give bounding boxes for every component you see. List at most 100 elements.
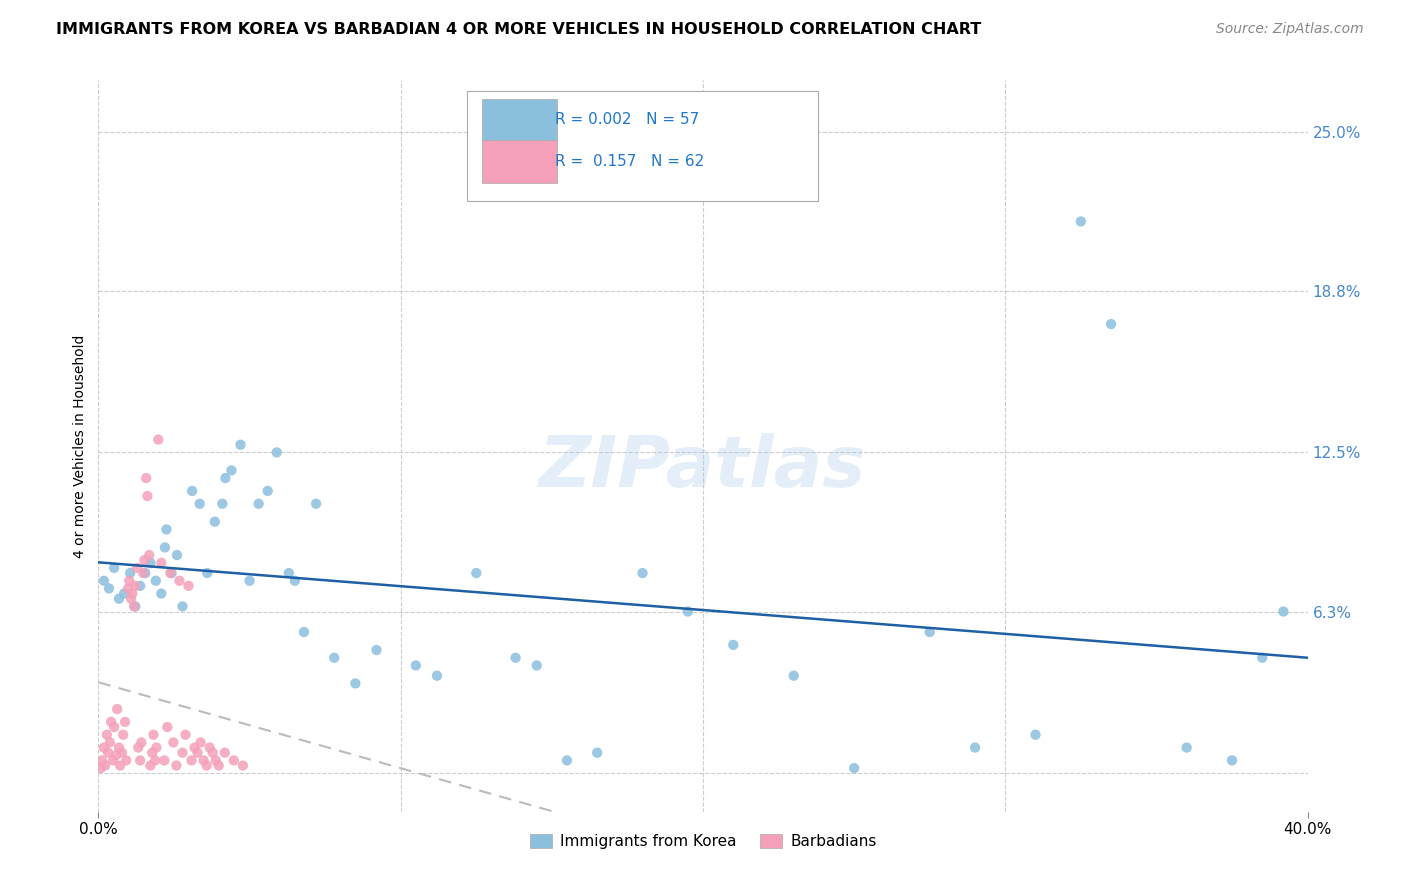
Point (180, 753, 202, 767)
Point (108, 740, 131, 755)
Point (284, 574, 307, 588)
Point (121, 586, 143, 600)
Point (143, 753, 166, 767)
Point (103, 561, 125, 575)
Point (135, 471, 157, 485)
Point (138, 548, 160, 562)
Point (139, 556, 162, 570)
Point (101, 753, 124, 767)
Point (96, 728, 118, 742)
Point (98, 735, 121, 749)
Point (111, 746, 134, 760)
Point (90, 761, 112, 775)
Point (187, 746, 209, 760)
Point (1099, 317, 1122, 331)
Point (127, 561, 149, 575)
Point (965, 740, 987, 755)
Legend: Immigrants from Korea, Barbadians: Immigrants from Korea, Barbadians (523, 828, 883, 855)
Point (148, 433, 170, 447)
Point (172, 599, 194, 614)
Point (160, 566, 183, 580)
Point (127, 740, 149, 755)
Point (134, 553, 156, 567)
Point (918, 625, 941, 640)
FancyBboxPatch shape (482, 140, 557, 183)
Point (100, 714, 122, 729)
Text: IMMIGRANTS FROM KOREA VS BARBADIAN 4 OR MORE VEHICLES IN HOUSEHOLD CORRELATION C: IMMIGRANTS FROM KOREA VS BARBADIAN 4 OR … (56, 22, 981, 37)
Point (195, 758, 218, 772)
Text: Source: ZipAtlas.com: Source: ZipAtlas.com (1216, 22, 1364, 37)
Point (174, 728, 197, 742)
Point (117, 582, 139, 596)
Point (204, 753, 226, 767)
Point (1070, 214, 1092, 228)
FancyBboxPatch shape (467, 91, 818, 201)
Point (155, 523, 177, 537)
Point (97, 746, 120, 760)
Point (1220, 753, 1243, 767)
Point (124, 579, 146, 593)
Point (229, 438, 252, 452)
Point (129, 579, 152, 593)
Point (555, 753, 578, 767)
Point (247, 497, 270, 511)
Point (232, 758, 254, 772)
Point (426, 669, 449, 683)
Point (204, 515, 226, 529)
FancyBboxPatch shape (482, 99, 557, 141)
Point (211, 497, 233, 511)
Point (108, 758, 131, 772)
Point (181, 483, 204, 498)
Point (190, 735, 212, 749)
Point (112, 728, 135, 742)
Point (198, 740, 221, 755)
Point (1251, 650, 1274, 665)
Point (323, 650, 346, 665)
Point (134, 566, 156, 580)
Point (129, 753, 152, 767)
Point (165, 758, 187, 772)
Y-axis label: 4 or more Vehicles in Household: 4 or more Vehicles in Household (73, 334, 87, 558)
Point (156, 720, 179, 734)
Point (676, 605, 699, 619)
Point (162, 735, 184, 749)
Point (183, 740, 205, 755)
Point (104, 748, 127, 763)
Point (405, 658, 427, 673)
Point (723, 638, 745, 652)
Point (1024, 728, 1046, 742)
Point (139, 758, 162, 772)
Point (177, 579, 200, 593)
Point (93, 574, 115, 588)
Point (844, 761, 866, 775)
Point (783, 669, 806, 683)
Point (108, 591, 131, 606)
Point (208, 758, 231, 772)
Point (103, 720, 125, 734)
Point (586, 746, 609, 760)
Text: R = 0.002   N = 57: R = 0.002 N = 57 (555, 112, 700, 128)
Point (94, 758, 117, 772)
Point (105, 702, 128, 716)
Point (631, 566, 654, 580)
Point (122, 599, 145, 614)
Point (344, 676, 367, 690)
Point (150, 586, 173, 600)
Point (145, 740, 167, 755)
Point (221, 463, 243, 477)
Point (150, 556, 173, 570)
Point (292, 625, 315, 640)
Point (239, 574, 262, 588)
Point (465, 566, 488, 580)
Point (305, 497, 328, 511)
Point (172, 746, 194, 760)
Point (214, 746, 236, 760)
Point (201, 746, 224, 760)
Point (153, 753, 176, 767)
Point (266, 445, 288, 459)
Point (98, 582, 121, 596)
Point (120, 591, 142, 606)
Text: R =  0.157   N = 62: R = 0.157 N = 62 (555, 154, 704, 169)
Point (141, 746, 163, 760)
Point (366, 643, 388, 657)
